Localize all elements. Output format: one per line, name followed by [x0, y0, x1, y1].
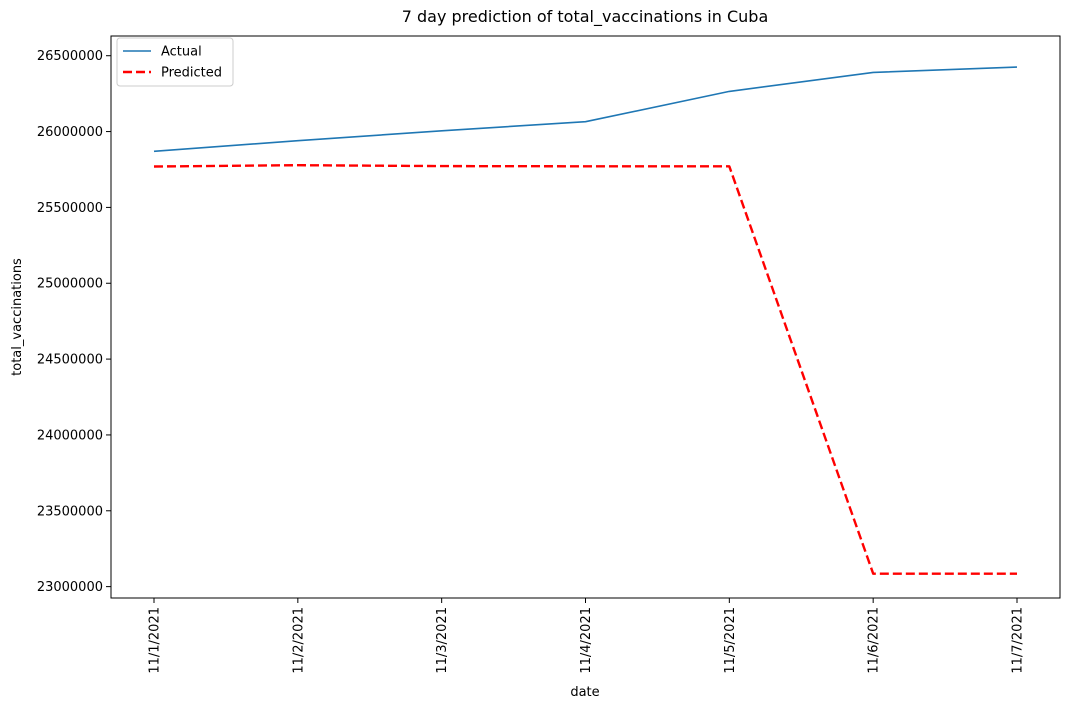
x-tick-label: 11/1/2021	[148, 607, 163, 674]
legend-box	[116, 37, 234, 87]
x-tick-label: 11/2/2021	[291, 607, 306, 674]
x-tick-label: 11/6/2021	[867, 607, 882, 674]
y-tick-label: 26000000	[37, 125, 103, 140]
x-axis-ticks: 11/1/2021 11/2/2021 11/3/2021 11/4/2021 11/5…	[148, 598, 1026, 674]
y-tick-label: 23000000	[37, 580, 103, 595]
x-tick-label: 11/4/2021	[579, 607, 594, 674]
legend: Actual Predicted	[116, 37, 234, 87]
y-tick-label: 23500000	[37, 504, 103, 519]
y-tick-label: 24500000	[37, 353, 103, 368]
y-tick-label: 24000000	[37, 428, 103, 443]
x-tick-label: 11/7/2021	[1011, 607, 1026, 674]
y-tick-label: 25500000	[37, 201, 103, 216]
x-axis-title: date	[570, 685, 599, 700]
y-axis-title: total_vaccinations	[10, 258, 25, 376]
x-tick-label: 11/3/2021	[435, 607, 450, 674]
y-tick-label: 25000000	[37, 277, 103, 292]
series-layer	[153, 66, 1018, 575]
legend-label-predicted: Predicted	[161, 66, 222, 81]
series-line-actual	[153, 66, 1018, 153]
y-tick-label: 26500000	[37, 49, 103, 64]
y-axis-ticks: 23000000 23500000 24000000 24500000 25000000…	[37, 49, 111, 595]
x-tick-label: 11/5/2021	[723, 607, 738, 674]
series-line-predicted	[153, 163, 1017, 575]
plot-area-frame	[110, 35, 1061, 599]
chart-title: 7 day prediction of total_vaccinations i…	[402, 7, 769, 27]
legend-label-actual: Actual	[161, 45, 202, 60]
